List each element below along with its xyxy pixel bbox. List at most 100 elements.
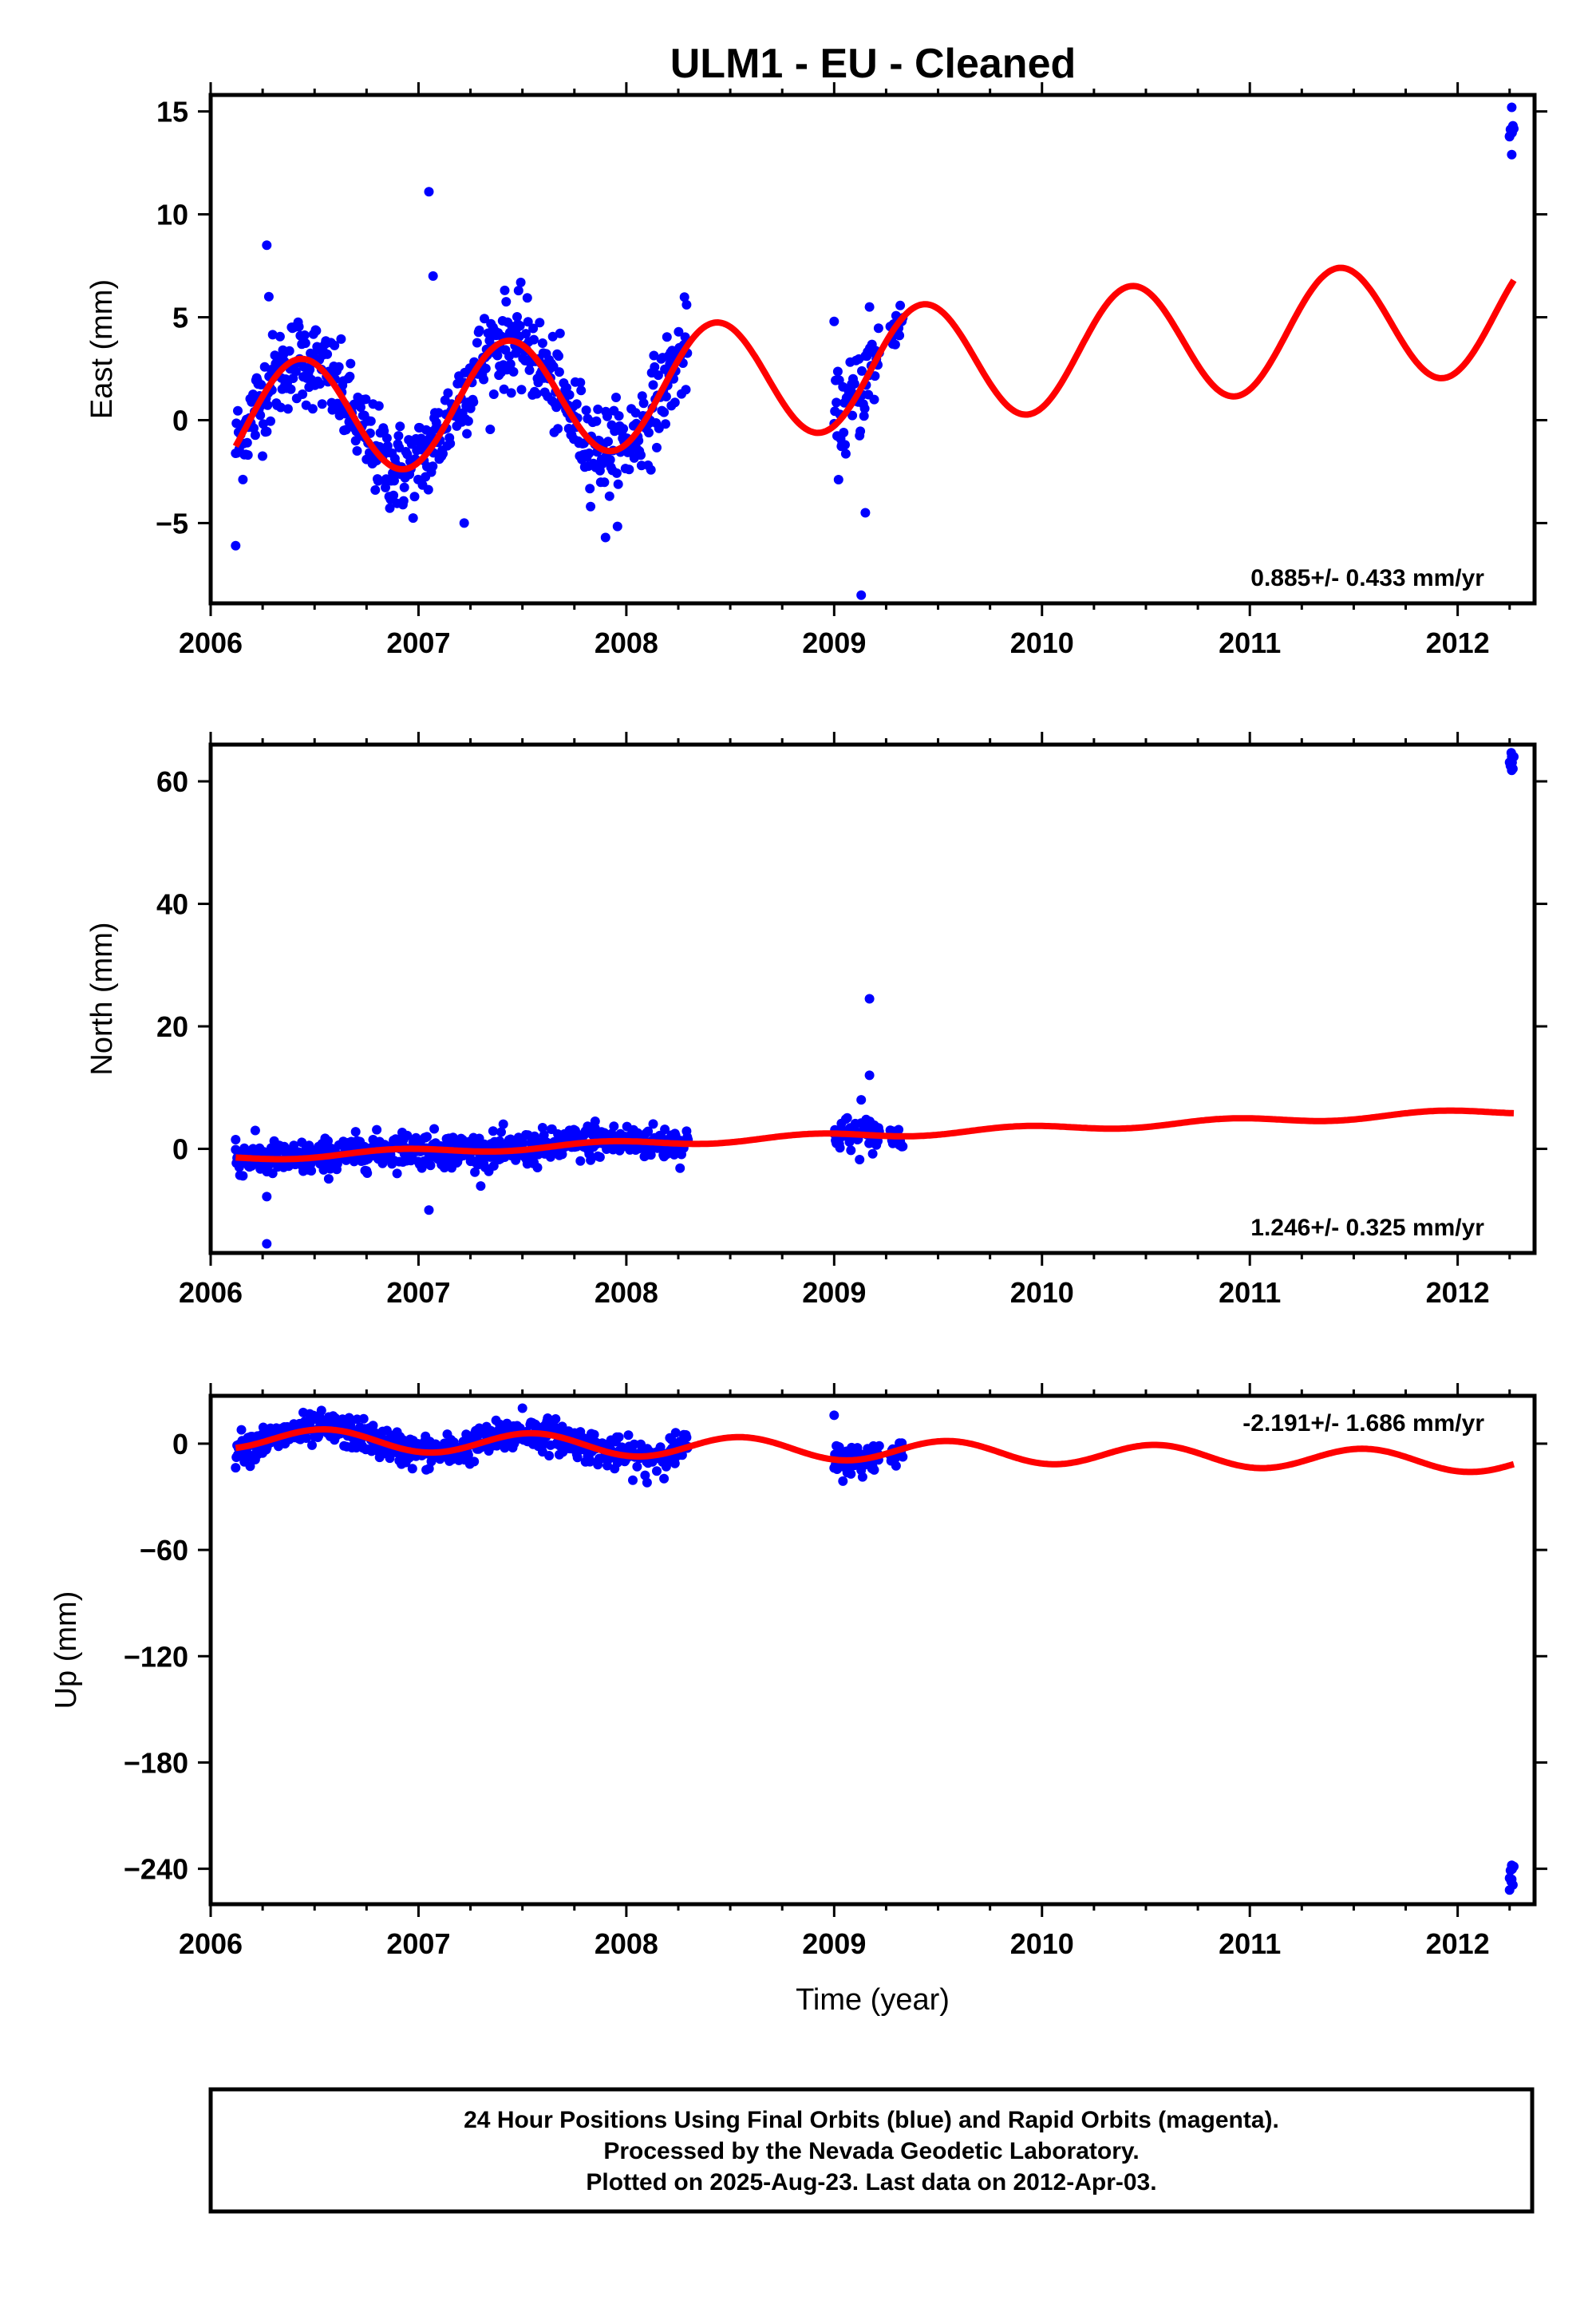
data-point — [611, 468, 622, 478]
data-point — [336, 334, 346, 344]
data-point — [670, 397, 680, 408]
data-point — [613, 479, 623, 489]
y-tick-label: 60 — [156, 765, 188, 798]
data-point — [553, 424, 563, 434]
data-point — [358, 1413, 369, 1424]
x-tick-label: 2009 — [802, 1276, 866, 1309]
data-point — [368, 1421, 378, 1431]
data-point — [524, 365, 535, 375]
data-point — [544, 1451, 555, 1460]
x-tick-label: 2009 — [802, 1927, 866, 1960]
data-point — [585, 1456, 595, 1467]
footer-border — [208, 2087, 1535, 2214]
footer-line-processed: Processed by the Nevada Geodetic Laborat… — [603, 2138, 1139, 2164]
data-point — [385, 1453, 395, 1464]
data-point — [516, 277, 526, 287]
data-point — [301, 1433, 311, 1443]
north-model-fit-line — [234, 1107, 1515, 1163]
data-point — [611, 393, 621, 402]
data-point-outlier — [1504, 131, 1515, 141]
data-point — [488, 389, 499, 399]
data-point — [479, 374, 489, 385]
data-point — [835, 1143, 845, 1153]
data-point — [605, 455, 615, 465]
y-tick-label: 0 — [172, 404, 188, 437]
y-tick-label: 0 — [172, 1133, 188, 1166]
data-point — [869, 1464, 879, 1475]
data-point — [604, 491, 614, 501]
data-point — [463, 416, 473, 426]
data-point — [416, 433, 426, 444]
x-tick-label: 2006 — [179, 1927, 243, 1960]
data-point — [833, 475, 843, 484]
data-point — [516, 385, 527, 395]
data-point — [316, 1405, 326, 1416]
data-point — [346, 358, 356, 369]
data-point — [472, 338, 482, 348]
data-point — [468, 397, 479, 407]
data-point-outlier — [1504, 1885, 1515, 1895]
data-point — [564, 389, 575, 400]
data-point — [532, 1163, 543, 1172]
data-point — [407, 1464, 417, 1474]
data-point — [238, 1171, 248, 1181]
data-point — [250, 430, 260, 441]
data-point — [361, 394, 371, 405]
data-point — [298, 389, 308, 399]
data-point — [498, 1119, 508, 1129]
y-tick-label: −240 — [124, 1853, 188, 1886]
data-point — [236, 1425, 247, 1435]
east-model-fit-line — [232, 264, 1517, 472]
data-point — [628, 1475, 638, 1485]
data-point — [681, 1433, 692, 1443]
data-point — [233, 405, 243, 416]
data-point — [398, 496, 409, 506]
data-point-outlier — [424, 1205, 434, 1215]
footer-box: 24 Hour Positions Using Final Orbits (bl… — [208, 2087, 1535, 2214]
data-point — [286, 384, 296, 394]
data-point — [586, 1155, 596, 1165]
data-point — [350, 1127, 361, 1137]
data-point — [531, 389, 542, 399]
up-ticks: 2006 2007 2008 2009 2010 2011 2012 0 −60 −120 −180… — [124, 1383, 1547, 1960]
data-point — [640, 1470, 650, 1480]
up-panel: 2006 2007 2008 2009 2010 2011 2012 0 −60 −120 −180… — [49, 1383, 1547, 2017]
data-point-outlier — [459, 518, 469, 528]
data-point — [352, 446, 362, 456]
data-point — [263, 400, 273, 410]
data-point — [506, 388, 516, 398]
data-point — [614, 411, 624, 421]
data-point — [842, 1113, 852, 1123]
data-point-outlier — [864, 994, 875, 1004]
data-point — [637, 391, 647, 401]
data-point — [618, 424, 629, 434]
data-point — [535, 318, 545, 328]
data-point — [652, 1466, 662, 1476]
north-ticks: 2006 2007 2008 2009 2010 2011 2012 0 20 40 60 — [156, 732, 1547, 1309]
data-point — [300, 338, 310, 348]
data-point — [679, 292, 689, 302]
x-tick-label: 2010 — [1010, 1276, 1074, 1309]
data-point — [869, 394, 879, 405]
data-point — [385, 503, 395, 513]
data-point-outlier — [428, 271, 438, 281]
data-point — [660, 1124, 670, 1135]
data-point — [500, 285, 510, 295]
data-point — [895, 300, 906, 310]
data-point — [557, 1149, 567, 1160]
y-tick-label: −120 — [124, 1640, 188, 1673]
data-point — [362, 1168, 373, 1178]
data-point — [575, 377, 586, 388]
data-point — [238, 474, 248, 484]
data-point-outlier — [856, 1095, 867, 1105]
data-point — [511, 348, 521, 358]
data-point — [480, 363, 491, 373]
data-point — [307, 1440, 317, 1450]
x-tick-label: 2006 — [179, 626, 243, 659]
data-point — [646, 1150, 656, 1160]
data-point — [838, 1476, 848, 1486]
data-point — [433, 408, 444, 418]
data-point — [1509, 124, 1519, 134]
data-point — [428, 461, 438, 472]
data-point — [585, 484, 595, 494]
